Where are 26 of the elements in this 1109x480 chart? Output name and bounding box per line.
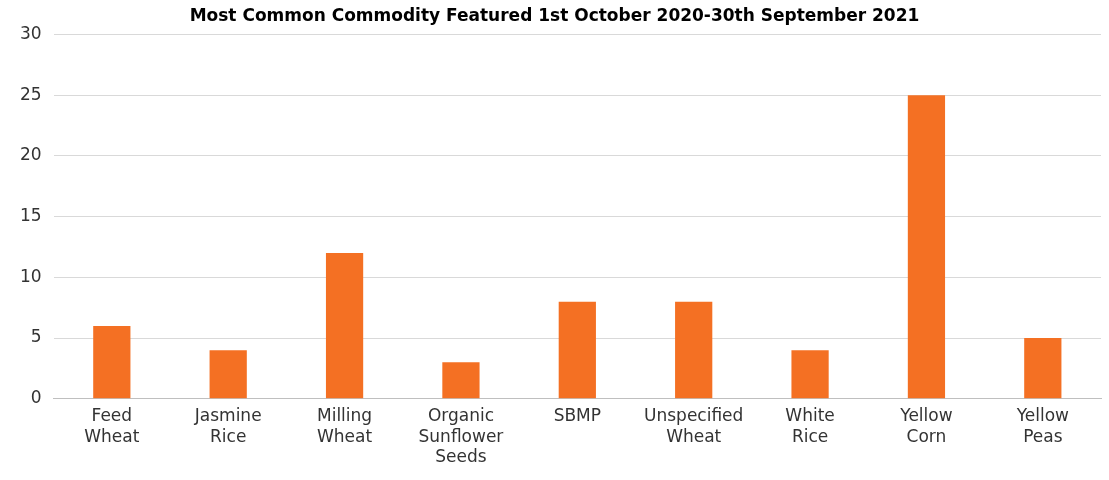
bar [442,362,480,399]
bar [325,253,364,399]
x-tick-label: Yellow Corn [899,405,953,446]
bar [209,350,247,399]
x-tick-label: White Rice [785,405,835,446]
bar [1024,338,1062,399]
x-tick-label: Jasmine Rice [193,405,262,446]
bar [791,350,829,399]
y-tick-label: 25 [19,83,42,104]
y-tick-label: 30 [19,22,42,43]
x-tick-label: Milling Wheat [317,405,373,446]
x-tick-label: Organic Sunflower Seeds [418,405,504,467]
bar [907,95,946,399]
x-tick-label: Unspecified Wheat [644,405,744,446]
chart-title: Most Common Commodity Featured 1st October 2020-30th September 2021 [189,4,920,25]
y-tick-label: 15 [19,205,42,226]
x-tick-label: Yellow Peas [1015,405,1070,446]
y-tick-label: 0 [30,387,42,408]
bar [93,325,131,399]
y-tick-label: 20 [19,144,42,165]
y-tick-label: 5 [30,326,42,347]
bar [558,301,596,399]
x-tick-label: SBMP [553,405,601,426]
bar [675,301,713,399]
y-tick-label: 10 [19,265,42,286]
x-tick-label: Feed Wheat [84,405,140,446]
